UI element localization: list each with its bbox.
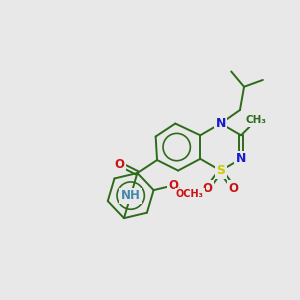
Text: NH: NH bbox=[121, 189, 141, 202]
Text: O: O bbox=[203, 182, 213, 195]
Text: O: O bbox=[229, 182, 238, 195]
Text: N: N bbox=[236, 152, 246, 165]
Text: N: N bbox=[215, 117, 226, 130]
Text: S: S bbox=[216, 164, 225, 177]
Text: OCH₃: OCH₃ bbox=[176, 189, 204, 199]
Text: CH₃: CH₃ bbox=[246, 115, 267, 125]
Text: O: O bbox=[115, 158, 124, 171]
Text: O: O bbox=[168, 179, 178, 192]
